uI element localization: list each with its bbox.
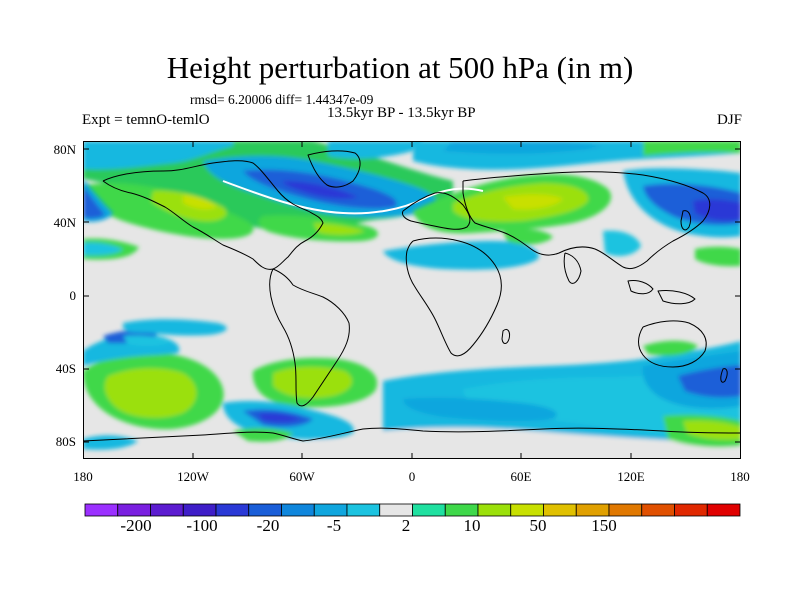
colorbar-box (510, 503, 544, 517)
season-label: DJF (716, 112, 742, 128)
colorbar-label-neg200: -200 (120, 516, 152, 535)
lat-label-80n: 80N (53, 142, 76, 157)
axis-ticks (83, 141, 741, 459)
colorbar-label-2: 2 (401, 516, 411, 535)
colorbar-box (608, 503, 643, 517)
colorbar-box (281, 503, 315, 517)
lon-label-180e: 180 (730, 469, 750, 484)
colorbar-box (313, 503, 348, 517)
colorbar-box (182, 503, 217, 517)
colorbar-box (84, 503, 119, 517)
colorbar-box (543, 503, 577, 517)
lon-label-180w: 180 (73, 469, 93, 484)
colorbar-box (412, 503, 446, 517)
colorbar-box (444, 503, 479, 517)
colorbar-box (706, 503, 741, 517)
colorbar-box (150, 503, 184, 517)
colorbar-box (117, 503, 151, 517)
colorbar-label-150: 150 (591, 516, 617, 535)
colorbar-box (641, 503, 675, 517)
lon-label-0: 0 (408, 469, 416, 484)
lon-label-120w: 120W (177, 469, 209, 484)
colorbar-box (346, 503, 381, 517)
colorbar-label-neg20: -20 (256, 516, 280, 535)
colorbar-label-neg5: -5 (326, 516, 342, 535)
zero-contour-line (222, 180, 484, 215)
colorbar-box (674, 503, 708, 517)
lat-label-80s: 80S (55, 434, 76, 449)
contour-fills-south (83, 319, 741, 459)
lat-label-40s: 40S (55, 361, 76, 376)
lat-label-40n: 40N (53, 215, 76, 230)
contour-fills-eurasia (83, 141, 741, 270)
lon-label-120e: 120E (617, 469, 645, 484)
colorbar-box (477, 503, 512, 517)
lon-label-60e: 60E (510, 469, 532, 484)
coastlines (83, 150, 741, 442)
plot-title: Height perturbation at 500 hPa (in m) (166, 50, 634, 85)
colorbar-box (379, 503, 413, 517)
colorbar-box (248, 503, 282, 517)
colorbar-label-neg100: -100 (186, 516, 218, 535)
colorbar-box (575, 503, 610, 517)
colorbar-label-50: 50 (529, 516, 547, 535)
period-label: 13.5kyr BP - 13.5kyr BP (327, 105, 476, 121)
colorbar-box (215, 503, 250, 517)
experiment-label: Expt = temnO-temlO (82, 112, 210, 128)
colorbar-label-10: 10 (463, 516, 481, 535)
contour-map (83, 141, 741, 459)
lat-label-0: 0 (69, 288, 77, 303)
lon-label-60w: 60W (289, 469, 315, 484)
rmsd-stats: rmsd= 6.20006 diff= 1.44347e-09 (190, 92, 374, 107)
